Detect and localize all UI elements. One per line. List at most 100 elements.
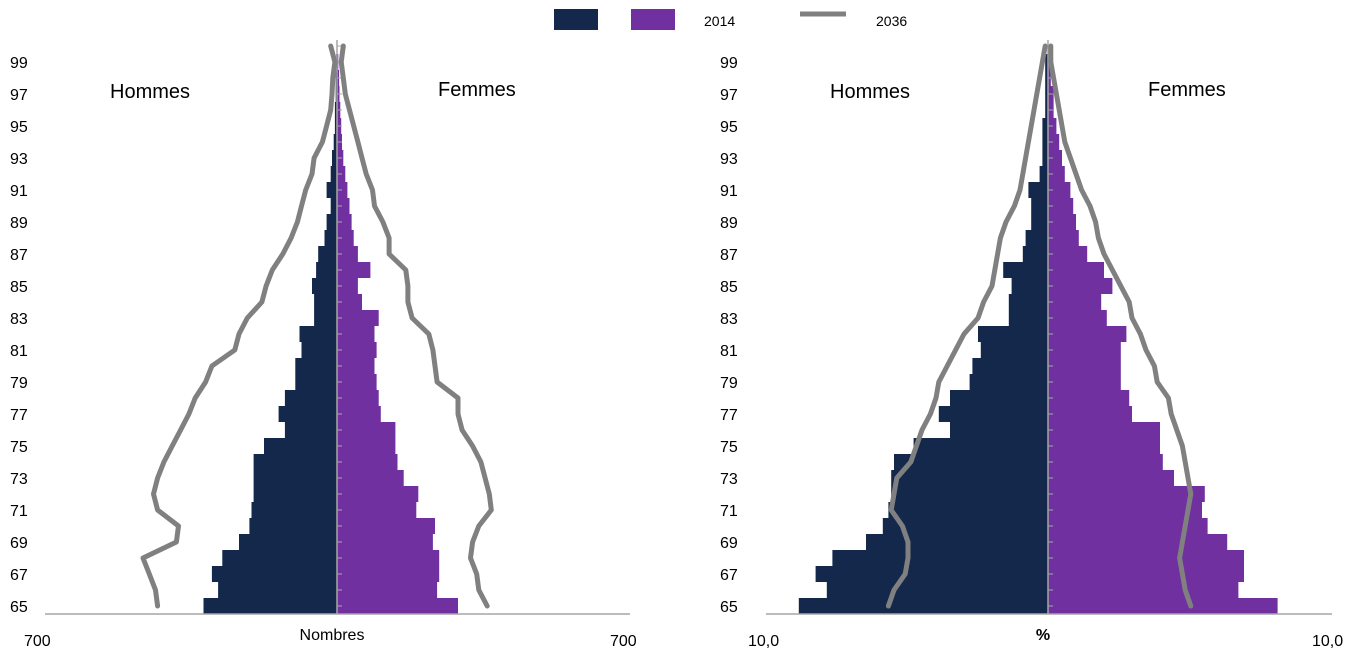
label-femmes: Femmes [438,79,516,101]
line-hommes-2036 [140,43,338,609]
bar-femmes-2014-age-68 [1048,550,1244,566]
x-tick-right: 700 [610,633,637,650]
bar-femmes-2014-age-78 [337,390,379,406]
bar-femmes-2014-age-79 [1048,374,1121,390]
bar-femmes-2014-age-66 [1048,582,1239,598]
age-tick-label: 85 [720,279,738,296]
bar-femmes-2014-age-70 [1048,518,1208,534]
x-tick-left: 700 [24,633,51,650]
bar-hommes-2014-age-70 [882,518,1048,534]
age-tick-label: 91 [720,183,738,200]
bar-hommes-2014-age-77 [938,406,1048,422]
age-tick-label: 83 [720,311,738,328]
bar-femmes-2014-age-77 [1048,406,1132,422]
age-tick-label: 91 [10,183,28,200]
age-tick-label: 89 [10,215,28,232]
bar-femmes-2014-age-90 [337,198,350,214]
age-tick-label: 99 [720,55,738,72]
legend-label-2036: 2036 [876,13,907,29]
bar-femmes-2014-age-72 [1048,486,1205,502]
bar-hommes-2014-age-88 [324,230,337,246]
age-tick-label: 97 [720,87,738,104]
bar-hommes-2014-age-87 [1022,246,1048,262]
bar-femmes-2014-age-82 [1048,326,1127,342]
bar-hommes-2014-age-86 [316,262,337,278]
bar-hommes-2014-age-96 [334,102,337,118]
bar-femmes-2014-age-75 [1048,438,1160,454]
bar-hommes-2014-age-97 [1045,86,1048,102]
bar-femmes-2014-age-88 [337,230,354,246]
bar-femmes-2014-age-71 [1048,502,1202,518]
bar-hommes-2014-age-73 [891,470,1048,486]
age-tick-label: 71 [10,503,28,520]
bar-femmes-2014-age-78 [1048,390,1130,406]
bar-hommes-2014-age-68 [222,550,337,566]
bar-hommes-2014-age-77 [278,406,337,422]
bar-femmes-2014-age-74 [1048,454,1163,470]
bar-hommes-2014-age-73 [253,470,337,486]
bar-femmes-2014-age-87 [337,246,358,262]
bar-hommes-2014-age-94 [333,134,337,150]
bar-femmes-2014-age-94 [1048,134,1060,150]
label-hommes: Hommes [110,81,190,103]
label-femmes: Femmes [1148,79,1226,101]
bar-hommes-2014-age-78 [950,390,1048,406]
bar-hommes-2014-age-67 [815,566,1048,582]
bar-femmes-2014-age-80 [337,358,375,374]
bar-femmes-2014-age-84 [1048,294,1102,310]
bar-hommes-2014-age-96 [1045,102,1048,118]
age-tick-label: 71 [720,503,738,520]
age-tick-label: 67 [10,567,28,584]
bar-hommes-2014-age-81 [301,342,337,358]
bar-femmes-2014-age-82 [337,326,375,342]
bar-hommes-2014-age-72 [253,486,337,502]
bar-hommes-2014-age-68 [832,550,1048,566]
bar-hommes-2014-age-91 [326,182,337,198]
bar-hommes-2014-age-79 [969,374,1048,390]
age-tick-label: 81 [10,343,28,360]
age-tick-label: 75 [720,439,738,456]
age-tick-label: 65 [720,599,738,616]
bar-hommes-2014-age-83 [1008,310,1048,326]
bar-hommes-2014-age-75 [913,438,1048,454]
bar-femmes-2014-age-77 [337,406,381,422]
age-tick-label: 87 [10,247,28,264]
bar-hommes-2014-age-92 [1039,166,1048,182]
bar-hommes-2014-age-89 [326,214,337,230]
bar-femmes-2014-age-72 [337,486,419,502]
bar-hommes-2014-age-95 [1042,118,1048,134]
bar-femmes-2014-age-76 [1048,422,1160,438]
bar-hommes-2014-age-95 [334,118,337,134]
bar-hommes-2014-age-85 [312,278,337,294]
bar-femmes-2014-age-86 [337,262,371,278]
bar-femmes-2014-age-83 [337,310,379,326]
bar-femmes-2014-age-80 [1048,358,1121,374]
bar-femmes-2014-age-66 [337,582,438,598]
age-tick-label: 69 [10,535,28,552]
bar-femmes-2014-age-74 [337,454,398,470]
age-tick-label: 95 [720,119,738,136]
bar-hommes-2014-age-75 [264,438,337,454]
age-tick-label: 93 [720,151,738,168]
age-tick-label: 81 [720,343,738,360]
bar-femmes-2014-age-86 [1048,262,1104,278]
bar-hommes-2014-age-91 [1028,182,1048,198]
bar-hommes-2014-age-98 [1045,70,1048,86]
age-tick-label: 65 [10,599,28,616]
bar-femmes-2014-age-85 [1048,278,1113,294]
bar-hommes-2014-age-65 [203,598,337,614]
age-tick-label: 73 [10,471,28,488]
age-tick-label: 79 [720,375,738,392]
bar-hommes-2014-age-85 [1011,278,1048,294]
bar-hommes-2014-age-71 [888,502,1048,518]
bar-femmes-2014-age-89 [337,214,352,230]
bar-femmes-2014-age-76 [337,422,396,438]
bar-femmes-2014-age-71 [337,502,417,518]
x-tick-left: 10,0 [748,633,779,650]
bar-femmes-2014-age-92 [1048,166,1065,182]
bar-femmes-2014-age-65 [337,598,458,614]
age-tick-label: 79 [10,375,28,392]
x-axis-label: Nombres [300,627,365,644]
x-axis-label: % [1036,627,1050,644]
age-tick-label: 87 [720,247,738,264]
